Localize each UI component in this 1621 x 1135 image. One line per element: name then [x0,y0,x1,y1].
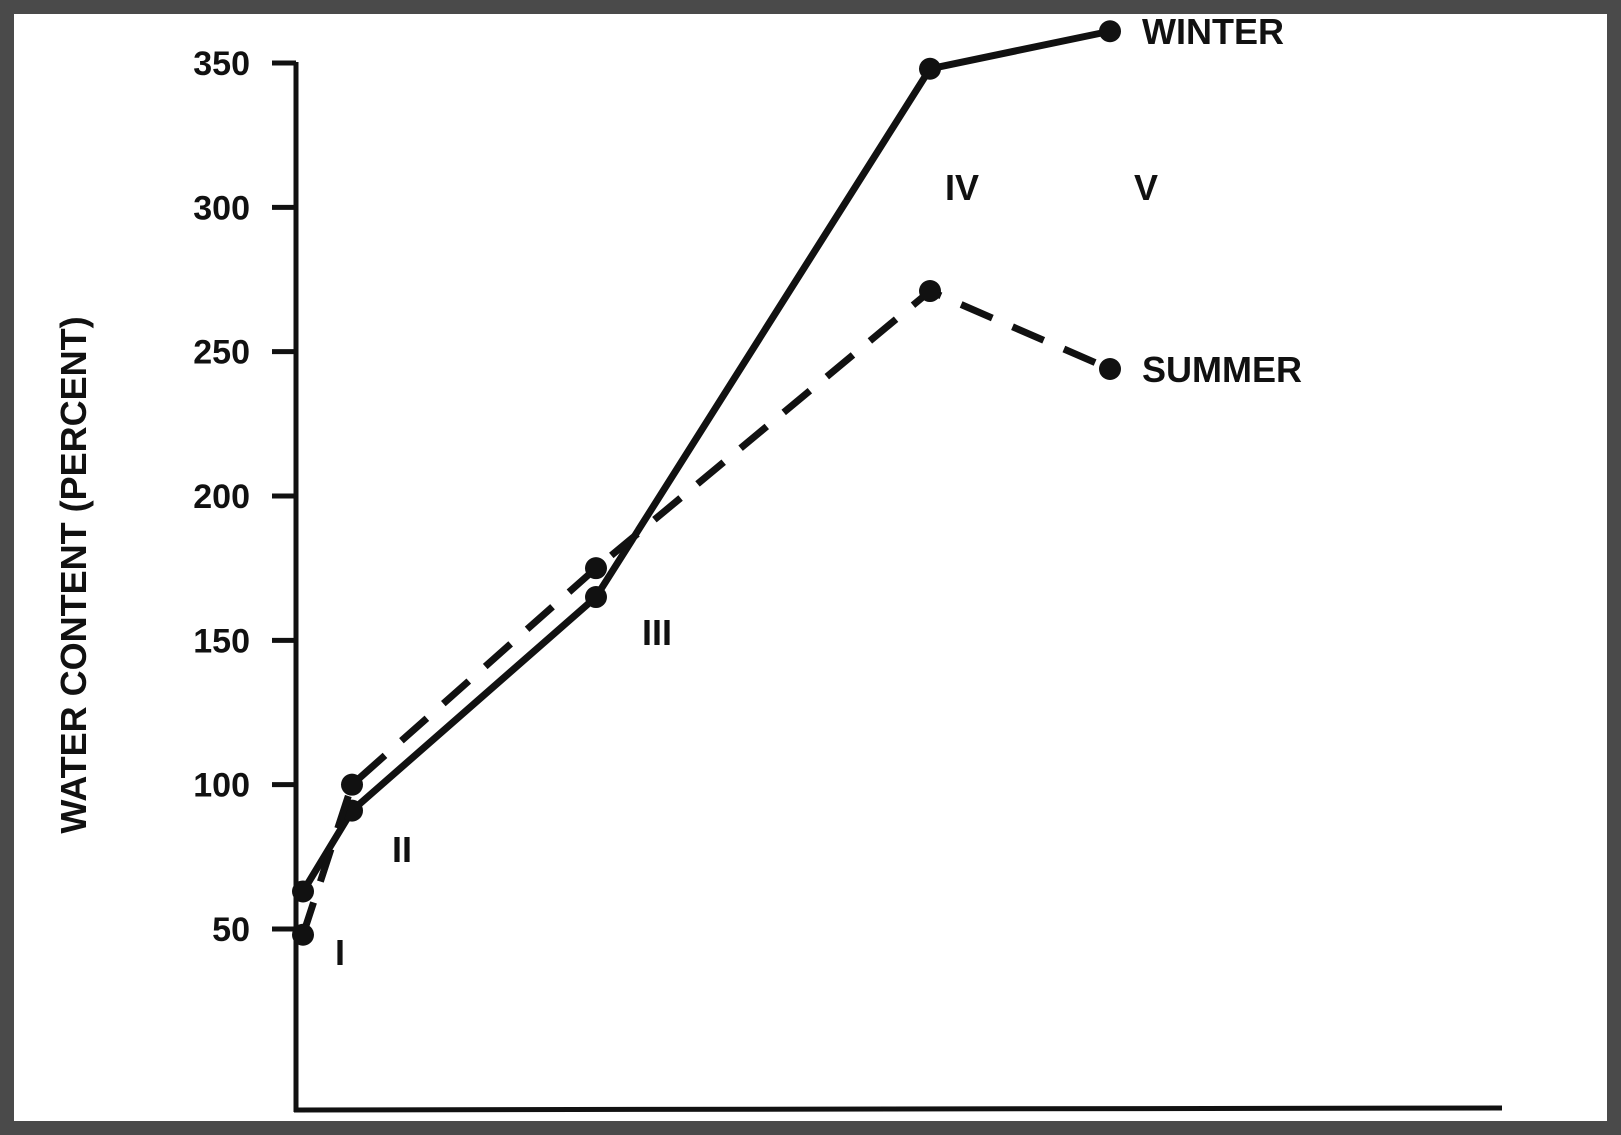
summer-point-3 [585,557,607,580]
summer-point-2 [341,773,363,796]
y-tick-label-150: 150 [193,622,250,660]
summer-point-1 [292,923,314,946]
stage-label-i: I [335,932,345,973]
summer-series-label: SUMMER [1142,349,1302,390]
summer-point-4 [919,280,941,303]
y-tick-label-300: 300 [193,189,250,227]
stage-label-iv: IV [945,167,979,208]
y-tick-label-200: 200 [193,478,250,516]
stage-label-v: V [1134,167,1158,208]
winter-point-5 [1099,20,1121,43]
series-labels: WINTER SUMMER [1142,11,1302,390]
stage-label-iii: III [642,612,672,653]
axes [293,62,1503,1113]
y-tick-label-50: 50 [212,911,250,949]
winter-series-line [300,27,1111,894]
summer-series-line [299,287,1112,936]
winter-point-1 [292,880,314,903]
y-ticks: 50 100 150 200 250 300 350 [193,45,296,949]
winter-point-3 [585,586,607,609]
y-tick-label-100: 100 [193,767,250,805]
x-axis [293,1105,1503,1113]
y-tick-label-350: 350 [193,45,250,83]
winter-point-4 [919,57,941,80]
series-layer [292,20,1121,946]
summer-point-5 [1099,357,1121,380]
y-tick-label-250: 250 [193,334,250,372]
stage-label-ii: II [392,829,412,870]
y-axis-label: WATER CONTENT (PERCENT) [53,316,94,833]
winter-series-label: WINTER [1142,11,1284,52]
